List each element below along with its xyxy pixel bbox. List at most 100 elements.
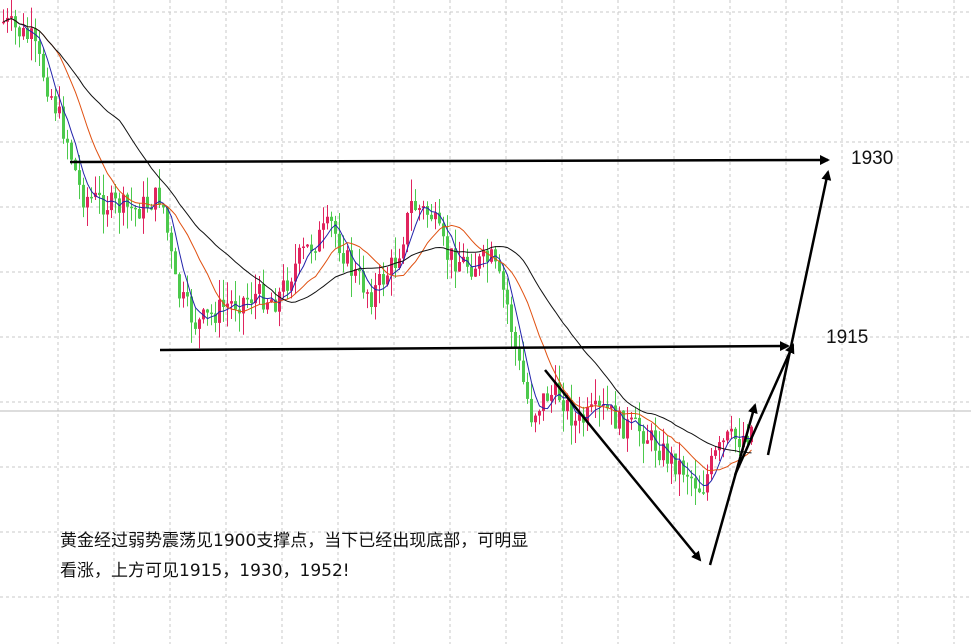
candle-body <box>734 428 737 440</box>
candle-body <box>738 439 741 448</box>
candle-body <box>42 53 45 78</box>
candle-body <box>26 27 29 39</box>
candle-body <box>382 274 385 285</box>
candle-body <box>498 261 501 272</box>
candle-body <box>366 292 369 294</box>
candle-body <box>646 440 649 444</box>
candle-body <box>322 223 325 230</box>
candles <box>2 0 753 505</box>
candle-body <box>86 196 89 208</box>
candle-body <box>426 206 429 215</box>
candle-body <box>78 170 81 185</box>
candle-body <box>590 404 593 408</box>
candle-body <box>74 159 77 171</box>
arrow-rebound <box>708 403 758 566</box>
candle-body <box>10 16 13 18</box>
candle-body <box>354 269 357 276</box>
candle-body <box>386 275 389 285</box>
candle-body <box>542 393 545 412</box>
candle-body <box>286 280 289 291</box>
candle-body <box>686 474 689 477</box>
arrow-to-1930 <box>766 170 832 456</box>
arrow-decline <box>544 369 702 562</box>
ma-long-line <box>3 18 752 454</box>
candle-body <box>210 312 213 315</box>
candle-body <box>214 313 217 323</box>
candle-body <box>702 492 705 494</box>
candle-body <box>418 208 421 210</box>
candle-body <box>302 246 305 249</box>
candle-body <box>346 250 349 264</box>
candle-body <box>706 474 709 493</box>
candle-body <box>502 271 505 290</box>
candle-body <box>98 192 101 196</box>
candle-body <box>550 394 553 401</box>
candle-body <box>506 289 509 305</box>
candle-body <box>178 274 181 299</box>
candle-body <box>694 478 697 489</box>
candle-body <box>38 41 41 54</box>
candle-body <box>226 303 229 307</box>
candle-body <box>750 426 753 443</box>
candle-body <box>730 428 733 432</box>
candle-body <box>326 216 329 224</box>
analysis-note: 黄金经过弱势震荡见1900支撑点，当下已经出现底部，可明显 看涨，上方可见191… <box>60 526 660 586</box>
candle-body <box>470 266 473 277</box>
candle-body <box>670 453 673 464</box>
candle-body <box>406 213 409 245</box>
ma-short-line <box>3 18 752 487</box>
candle-body <box>246 297 249 300</box>
candle-body <box>414 201 417 210</box>
candle-body <box>294 263 297 282</box>
candle-body <box>634 417 637 420</box>
candle-body <box>518 348 521 361</box>
candle-body <box>14 16 17 28</box>
candle-body <box>410 201 413 214</box>
candle-body <box>430 214 433 220</box>
analysis-line-2: 看涨，上方可见1915，1930，1952! <box>60 561 350 581</box>
candle-body <box>358 269 361 272</box>
candle-body <box>162 204 165 208</box>
candle-body <box>174 251 177 275</box>
candle-body <box>230 301 233 304</box>
candle-body <box>486 250 489 262</box>
analysis-line-1: 黄金经过弱势震荡见1900支撑点，当下已经出现底部，可明显 <box>60 531 529 551</box>
candle-body <box>678 460 681 475</box>
candle-body <box>54 96 57 114</box>
candle-body <box>422 206 425 209</box>
candle-body <box>166 207 169 233</box>
candle-body <box>266 302 269 310</box>
candle-body <box>682 460 685 475</box>
candle-body <box>122 194 125 213</box>
candle-body <box>622 410 625 439</box>
candle-body <box>58 106 61 114</box>
candle-body <box>434 212 437 220</box>
ma-mid-line <box>3 18 752 472</box>
candle-body <box>362 271 365 293</box>
candle-body <box>570 399 573 426</box>
candle-body <box>186 292 189 297</box>
candle-body <box>398 258 401 269</box>
candle-body <box>578 414 581 421</box>
trend-arrows <box>69 155 832 566</box>
candle-body <box>614 405 617 429</box>
candle-body <box>454 248 457 272</box>
candle-body <box>198 319 201 329</box>
candle-body <box>94 192 97 198</box>
candle-body <box>130 206 133 209</box>
candle-body <box>90 196 93 199</box>
candle-body <box>318 229 321 252</box>
candle-body <box>22 27 25 37</box>
candle-body <box>514 331 517 349</box>
candle-body <box>666 443 669 464</box>
candle-body <box>606 404 609 409</box>
candle-body <box>674 453 677 475</box>
candle-body <box>154 187 157 210</box>
candle-body <box>370 292 373 308</box>
candle-body <box>726 431 729 441</box>
candle-body <box>698 488 701 493</box>
candle-body <box>566 399 569 412</box>
candle-body <box>298 247 301 264</box>
candle-body <box>662 443 665 461</box>
arrow-1930-level <box>69 155 830 166</box>
